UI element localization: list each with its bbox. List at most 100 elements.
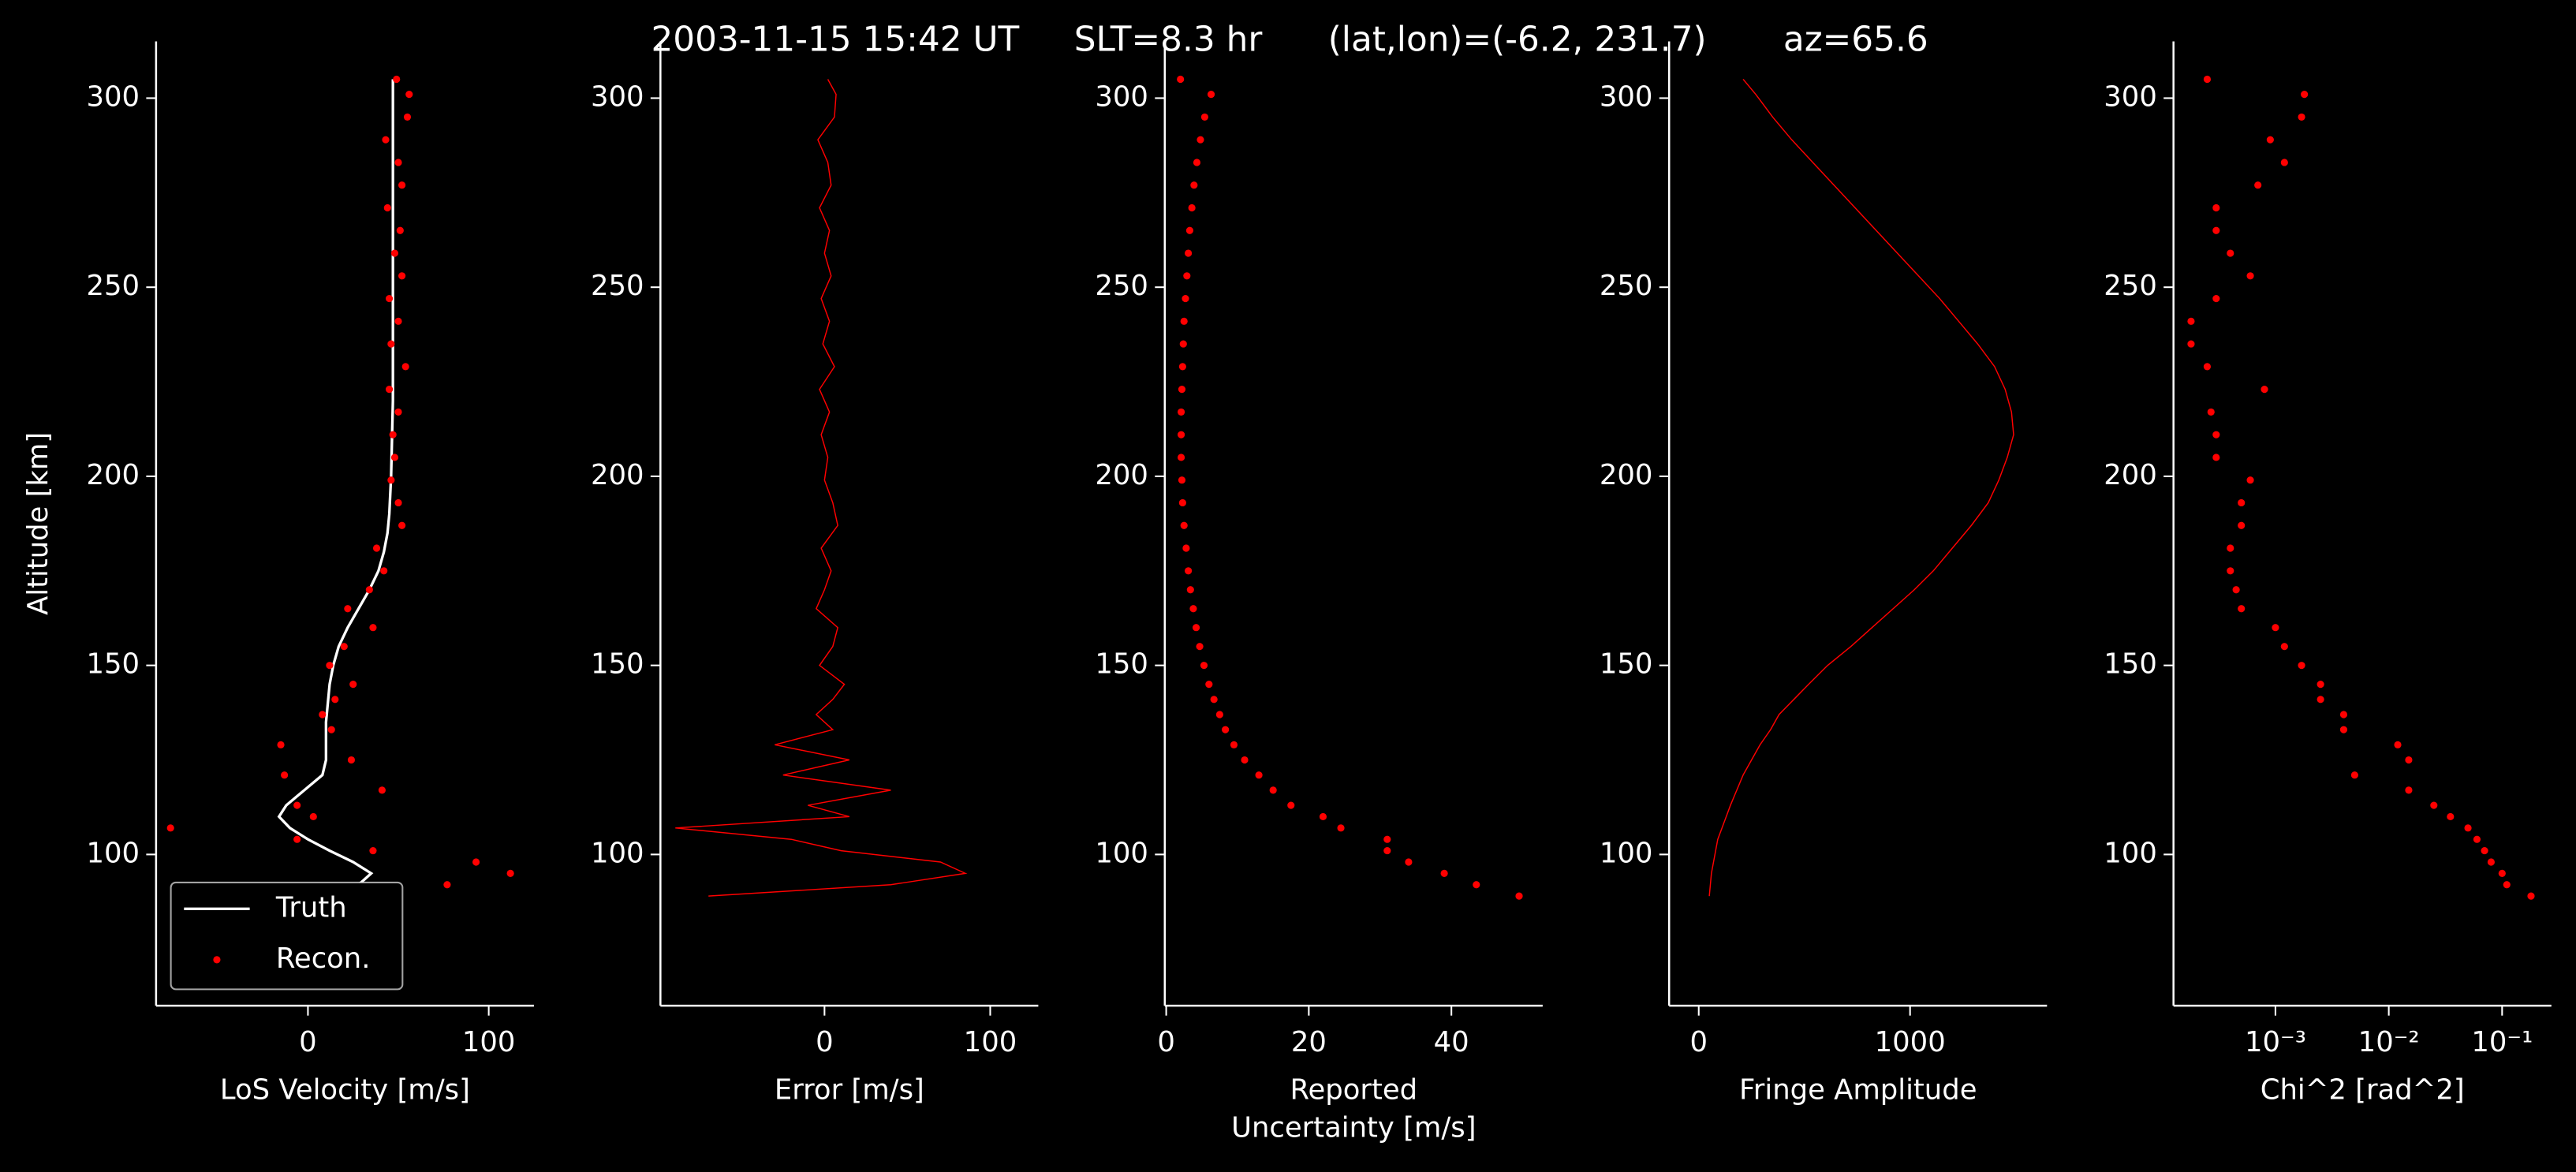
data-point [398, 272, 406, 280]
data-point [398, 181, 406, 189]
data-point [2272, 624, 2279, 632]
y-tick-label: 100 [86, 837, 140, 869]
data-point [340, 643, 348, 651]
data-point [2339, 711, 2348, 719]
data-point [1405, 858, 1413, 866]
data-point [1255, 771, 1263, 779]
data-point [443, 881, 451, 889]
data-point [2394, 741, 2402, 748]
data-point [2350, 771, 2358, 779]
data-point [401, 363, 409, 371]
data-point [1193, 159, 1201, 166]
data-point [385, 386, 394, 394]
x-axis-label: Uncertainty [m/s] [1231, 1111, 1476, 1144]
data-point [390, 453, 399, 461]
y-tick-label: 100 [1600, 837, 1653, 869]
data-point [2405, 786, 2413, 794]
x-tick-label: 10⁻³ [2245, 1026, 2306, 1058]
data-point [1178, 363, 1186, 371]
data-point [1383, 835, 1391, 843]
data-point [2212, 431, 2220, 439]
data-point [2187, 340, 2195, 348]
data-point [281, 771, 289, 779]
y-tick-label: 300 [591, 80, 644, 113]
data-point [309, 812, 317, 821]
data-point [2503, 881, 2511, 889]
data-point [2227, 544, 2234, 552]
data-point [2227, 249, 2234, 257]
x-axis-label: Chi^2 [rad^2] [2261, 1073, 2465, 1106]
data-point [2246, 272, 2254, 280]
data-point [403, 113, 412, 121]
x-tick-label: 0 [1157, 1026, 1175, 1058]
data-point [1210, 696, 1218, 704]
y-tick-label: 200 [2104, 459, 2157, 491]
data-point [1383, 847, 1391, 855]
data-point [1200, 113, 1208, 121]
data-point [394, 317, 402, 325]
data-point [1207, 91, 1215, 99]
legend-label: Truth [275, 891, 347, 924]
data-point [380, 567, 388, 575]
data-point [293, 801, 301, 809]
data-point [2212, 203, 2220, 212]
data-point [2298, 662, 2305, 670]
data-point [1215, 711, 1223, 719]
data-point [1230, 741, 1238, 748]
line-series [675, 79, 968, 897]
data-point [378, 786, 386, 794]
data-point [1188, 203, 1196, 212]
x-axis-label: Reported [1290, 1073, 1418, 1106]
data-point [1185, 226, 1194, 234]
data-point [2187, 317, 2195, 325]
data-point [2430, 801, 2438, 809]
data-point [2212, 453, 2220, 461]
line-series [277, 79, 394, 898]
data-point [1287, 801, 1295, 809]
data-point [2473, 835, 2481, 843]
data-point [2212, 226, 2220, 234]
y-tick-label: 250 [2104, 270, 2157, 302]
data-point [2227, 567, 2234, 575]
y-axis-label: Altitude [km] [22, 432, 54, 615]
data-point [349, 681, 357, 689]
data-point [1178, 476, 1186, 484]
data-point [2527, 892, 2535, 900]
data-point [1182, 544, 1190, 552]
y-tick-label: 250 [86, 270, 140, 302]
x-tick-label: 40 [1434, 1026, 1469, 1058]
y-tick-label: 150 [1095, 648, 1148, 681]
data-point [1190, 181, 1198, 189]
data-point [2254, 181, 2262, 189]
data-point [1180, 521, 1188, 529]
y-tick-label: 300 [86, 80, 140, 113]
data-point [2498, 869, 2506, 877]
data-point [1222, 726, 1230, 733]
data-point [398, 521, 406, 529]
x-tick-label: 0 [1689, 1026, 1708, 1058]
data-point [1178, 498, 1186, 507]
y-tick-label: 250 [591, 270, 644, 302]
data-point [1183, 272, 1191, 280]
legend: Truth Recon. [170, 881, 404, 991]
data-point [2280, 159, 2288, 166]
data-point [2447, 812, 2455, 821]
data-point [369, 624, 377, 632]
data-point [1177, 453, 1185, 461]
x-tick-label: 1000 [1875, 1026, 1946, 1058]
data-point [327, 726, 335, 733]
data-point [394, 159, 402, 166]
x-tick-label: 0 [299, 1026, 317, 1058]
y-tick-label: 250 [1095, 270, 1148, 302]
data-point [506, 869, 514, 877]
y-tick-label: 200 [86, 459, 140, 491]
data-point [2207, 408, 2215, 416]
y-tick-label: 150 [1600, 648, 1653, 681]
y-tick-label: 100 [1095, 837, 1148, 869]
data-point [2464, 824, 2472, 832]
data-point [383, 203, 391, 212]
y-tick-label: 150 [2104, 648, 2157, 681]
